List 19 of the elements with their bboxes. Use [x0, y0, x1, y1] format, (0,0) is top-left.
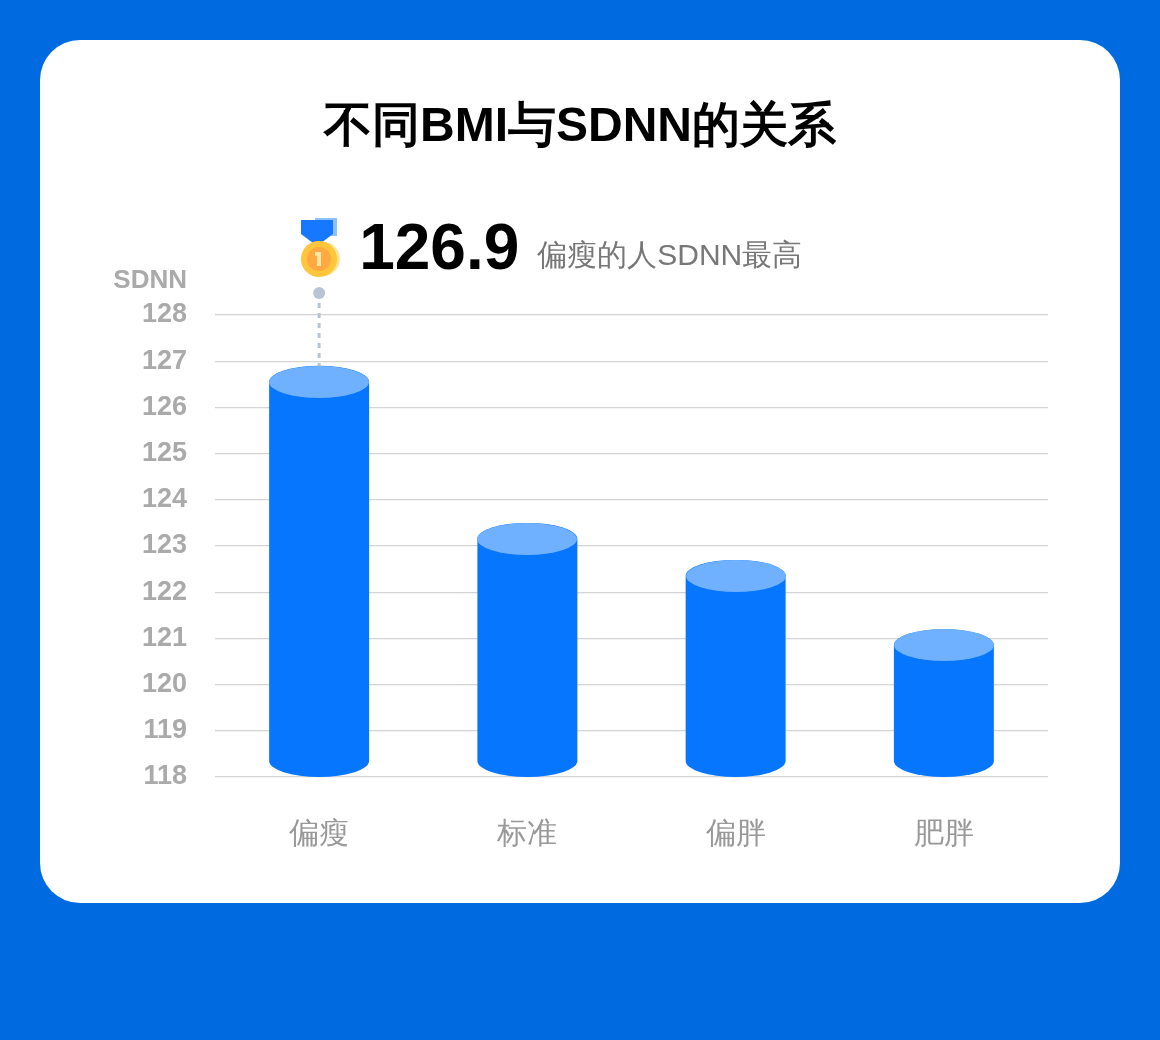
y-axis-title: SDNN [113, 264, 187, 295]
x-tick-label: 标准 [496, 816, 558, 850]
x-tick-label: 偏瘦 [289, 816, 350, 850]
y-tick-label: 123 [141, 529, 187, 560]
text: 偏瘦的人SDNN最高 [537, 238, 803, 271]
y-tick-label: 124 [141, 483, 187, 514]
y-tick-label: 128 [141, 298, 187, 329]
y-tick-label: 125 [141, 437, 187, 468]
y-tick-label: 119 [143, 714, 187, 745]
y-tick-label: 121 [141, 621, 187, 652]
chart-title: 不同BMI与SDNN的关系 [323, 98, 837, 152]
x-tick-label: 偏胖 [705, 816, 766, 850]
x-tick-label: 肥胖 [913, 816, 974, 850]
y-tick-label: 118 [143, 760, 187, 791]
y-tick-label: 122 [141, 575, 187, 606]
y-tick-label: 126 [141, 390, 187, 421]
y-tick-label: 127 [141, 344, 187, 375]
y-tick-label: 120 [141, 668, 187, 699]
annotation: 126.9 [359, 211, 520, 283]
